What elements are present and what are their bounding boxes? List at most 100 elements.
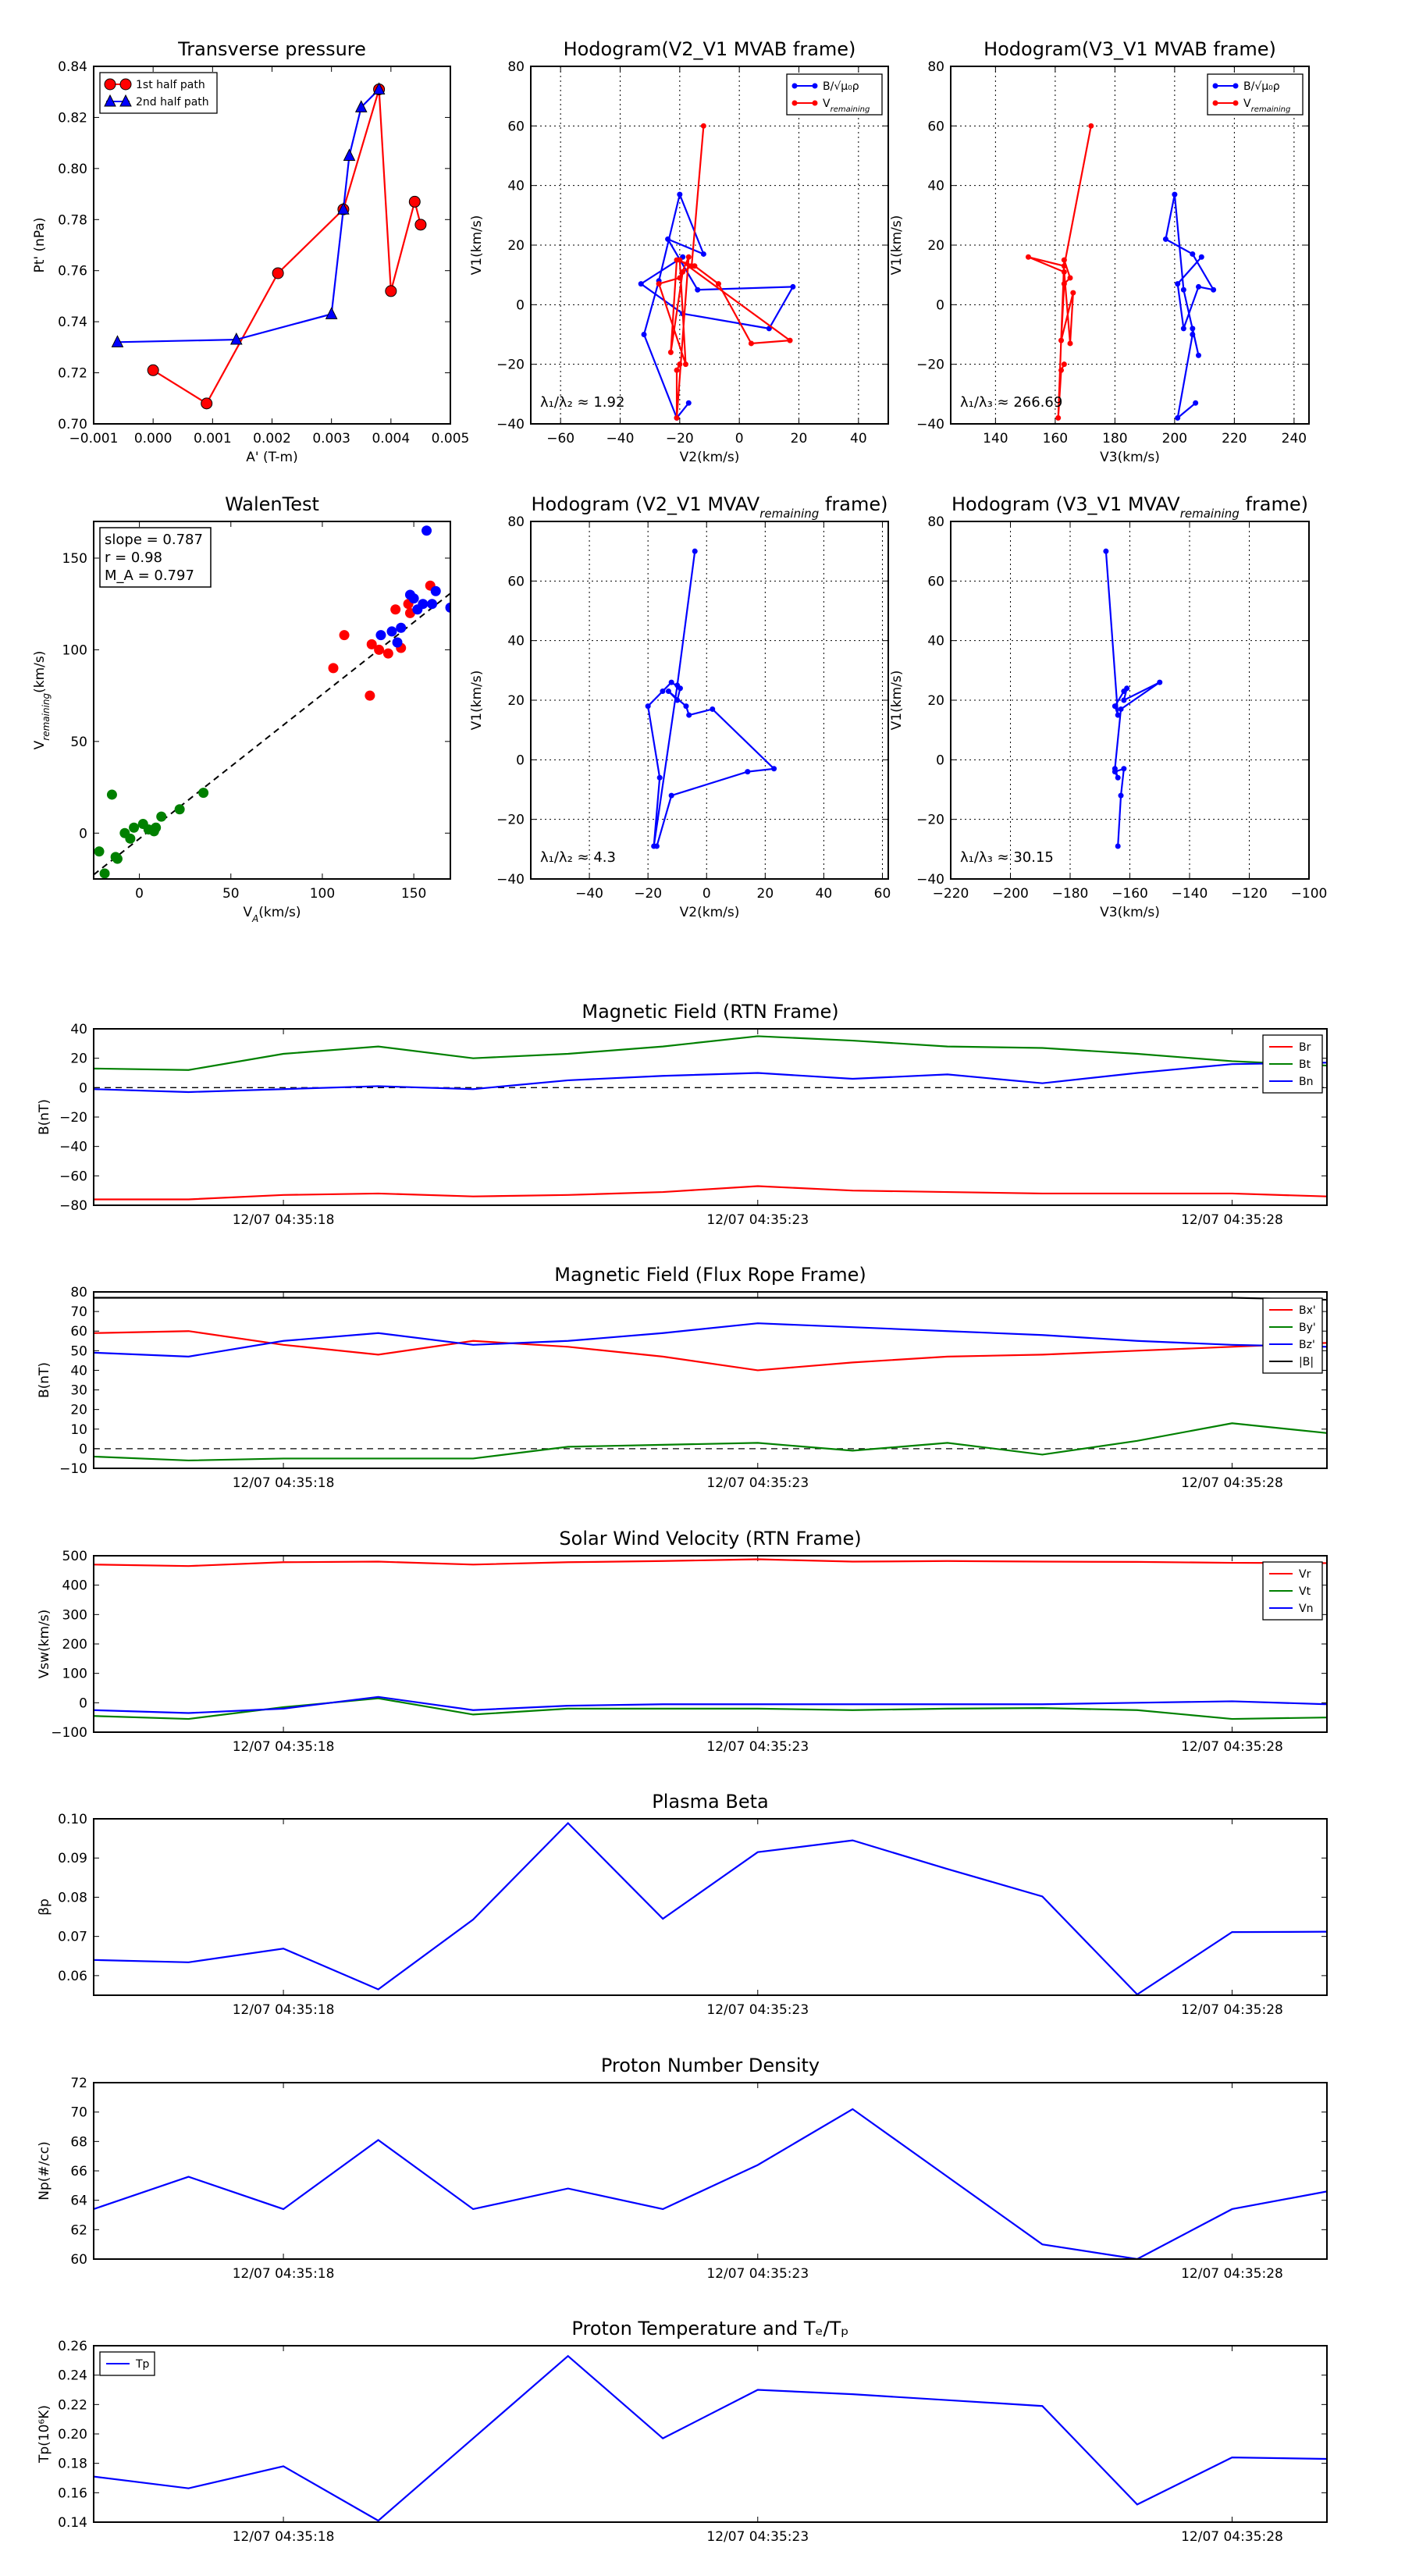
data-point [692, 548, 698, 554]
y-tick-label: 0 [936, 297, 944, 313]
x-tick-label: 12/07 04:35:28 [1181, 1212, 1283, 1228]
chart-title: WalenTest [225, 493, 319, 515]
y-tick-label: 60 [927, 119, 944, 134]
y-tick-label: −40 [916, 872, 944, 888]
data-point [1061, 257, 1067, 263]
y-tick-label: −40 [916, 417, 944, 432]
y-tick-label: 40 [927, 179, 944, 194]
y-tick-label: 0.22 [58, 2397, 87, 2413]
y-axis-label: Tp(10⁶K) [37, 2405, 52, 2464]
data-point [354, 100, 368, 112]
y-tick-label: 0 [79, 1080, 87, 1096]
y-tick-label: 0.09 [58, 1851, 87, 1866]
y-tick-label: −100 [51, 1725, 87, 1741]
data-point [375, 630, 386, 641]
data-point [680, 269, 686, 275]
x-axis-label: V2(km/s) [680, 450, 740, 465]
data-point [1175, 415, 1181, 421]
data-point [408, 195, 421, 208]
y-axis-label: B(nT) [37, 1099, 52, 1135]
y-tick-label: 20 [70, 1403, 87, 1418]
data-point [408, 593, 419, 604]
plot-frame [950, 66, 1310, 425]
data-point [660, 688, 666, 695]
data-point [710, 706, 716, 712]
data-point [685, 254, 692, 260]
data-point [201, 397, 213, 410]
stats-box [99, 527, 212, 588]
legend-label: Vremaining [823, 98, 870, 114]
plot-frame [93, 2345, 1328, 2523]
plot-frame [93, 2082, 1328, 2260]
y-tick-label: 40 [927, 634, 944, 649]
data-point [656, 281, 662, 287]
data-point [1103, 548, 1109, 554]
y-tick-label: 20 [927, 693, 944, 709]
data-point [1124, 685, 1130, 692]
data-point [151, 822, 162, 833]
legend-box [1207, 73, 1304, 116]
plot-frame [950, 521, 1310, 880]
y-tick-label: −20 [916, 813, 944, 828]
series-b- [1162, 191, 1217, 421]
legend-label: B/√μ₀ρ [823, 80, 859, 93]
data-point [692, 263, 698, 269]
y-tick-label: 0 [516, 753, 525, 768]
series-2nd-half-path [111, 82, 386, 347]
data-point [674, 367, 680, 373]
y-tick-label: 0.70 [58, 417, 87, 432]
data-point [748, 340, 754, 347]
y-tick-label: 50 [70, 1343, 87, 1359]
y-tick-label: 0.74 [58, 315, 87, 330]
series-line [639, 191, 795, 420]
y-tick-label: −20 [496, 358, 525, 373]
series-line [94, 2108, 1327, 2259]
series-v [645, 548, 777, 849]
series-line [94, 1330, 1327, 1372]
chart-title: Hodogram (V2_V1 MVAVremaining frame) [532, 493, 888, 521]
chart-bfield_fr: Magnetic Field (Flux Rope Frame) 12/07 04… [37, 1264, 1328, 1491]
y-tick-label: 40 [70, 1022, 87, 1037]
x-tick-label: −100 [1291, 886, 1328, 902]
data-point [365, 690, 375, 701]
data-point [1121, 766, 1127, 772]
x-tick-label: 40 [816, 886, 833, 902]
x-tick-label: 0 [735, 431, 744, 447]
y-tick-label: 300 [62, 1607, 87, 1623]
y-tick-label: 20 [507, 238, 525, 254]
data-point [1211, 286, 1217, 293]
chart-beta: Plasma Beta 12/07 04:35:18 12/07 04:35:23 1… [37, 1791, 1328, 2018]
data-point [641, 332, 647, 337]
y-tick-label: 0.80 [58, 162, 87, 177]
data-point [668, 679, 674, 685]
y-tick-label: 80 [927, 59, 944, 75]
data-point [325, 307, 338, 319]
x-axis-label: A' (T-m) [246, 450, 298, 465]
y-tick-label: 0.18 [58, 2457, 87, 2472]
series-bn [94, 1062, 1327, 1094]
y-tick-label: 0.16 [58, 2485, 87, 2501]
x-tick-label: −60 [546, 431, 574, 447]
data-point [674, 697, 681, 703]
legend-label: Vn [1299, 1603, 1313, 1615]
legend-marker [791, 83, 798, 89]
legend-label: Br [1299, 1041, 1311, 1054]
series-line [657, 126, 793, 418]
x-tick-label: −40 [606, 431, 635, 447]
legend-box [99, 72, 218, 114]
series-vt [94, 1697, 1327, 1720]
legend-label: By' [1299, 1322, 1316, 1334]
data-point [1172, 191, 1178, 197]
x-tick-label: 12/07 04:35:18 [233, 2529, 335, 2545]
stats-line: M_A = 0.797 [105, 568, 194, 584]
data-point [677, 361, 683, 368]
data-point [1061, 361, 1067, 368]
y-tick-label: 66 [70, 2164, 87, 2179]
x-tick-label: 0 [135, 886, 144, 902]
legend-marker [1232, 100, 1239, 106]
data-point [771, 766, 777, 772]
x-tick-label: 40 [850, 431, 867, 447]
series-line [94, 2354, 1327, 2522]
data-point [1118, 706, 1124, 712]
data-point [683, 703, 689, 710]
